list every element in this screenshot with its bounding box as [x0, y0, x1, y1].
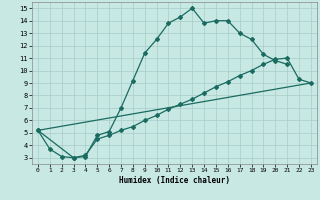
X-axis label: Humidex (Indice chaleur): Humidex (Indice chaleur) — [119, 176, 230, 185]
